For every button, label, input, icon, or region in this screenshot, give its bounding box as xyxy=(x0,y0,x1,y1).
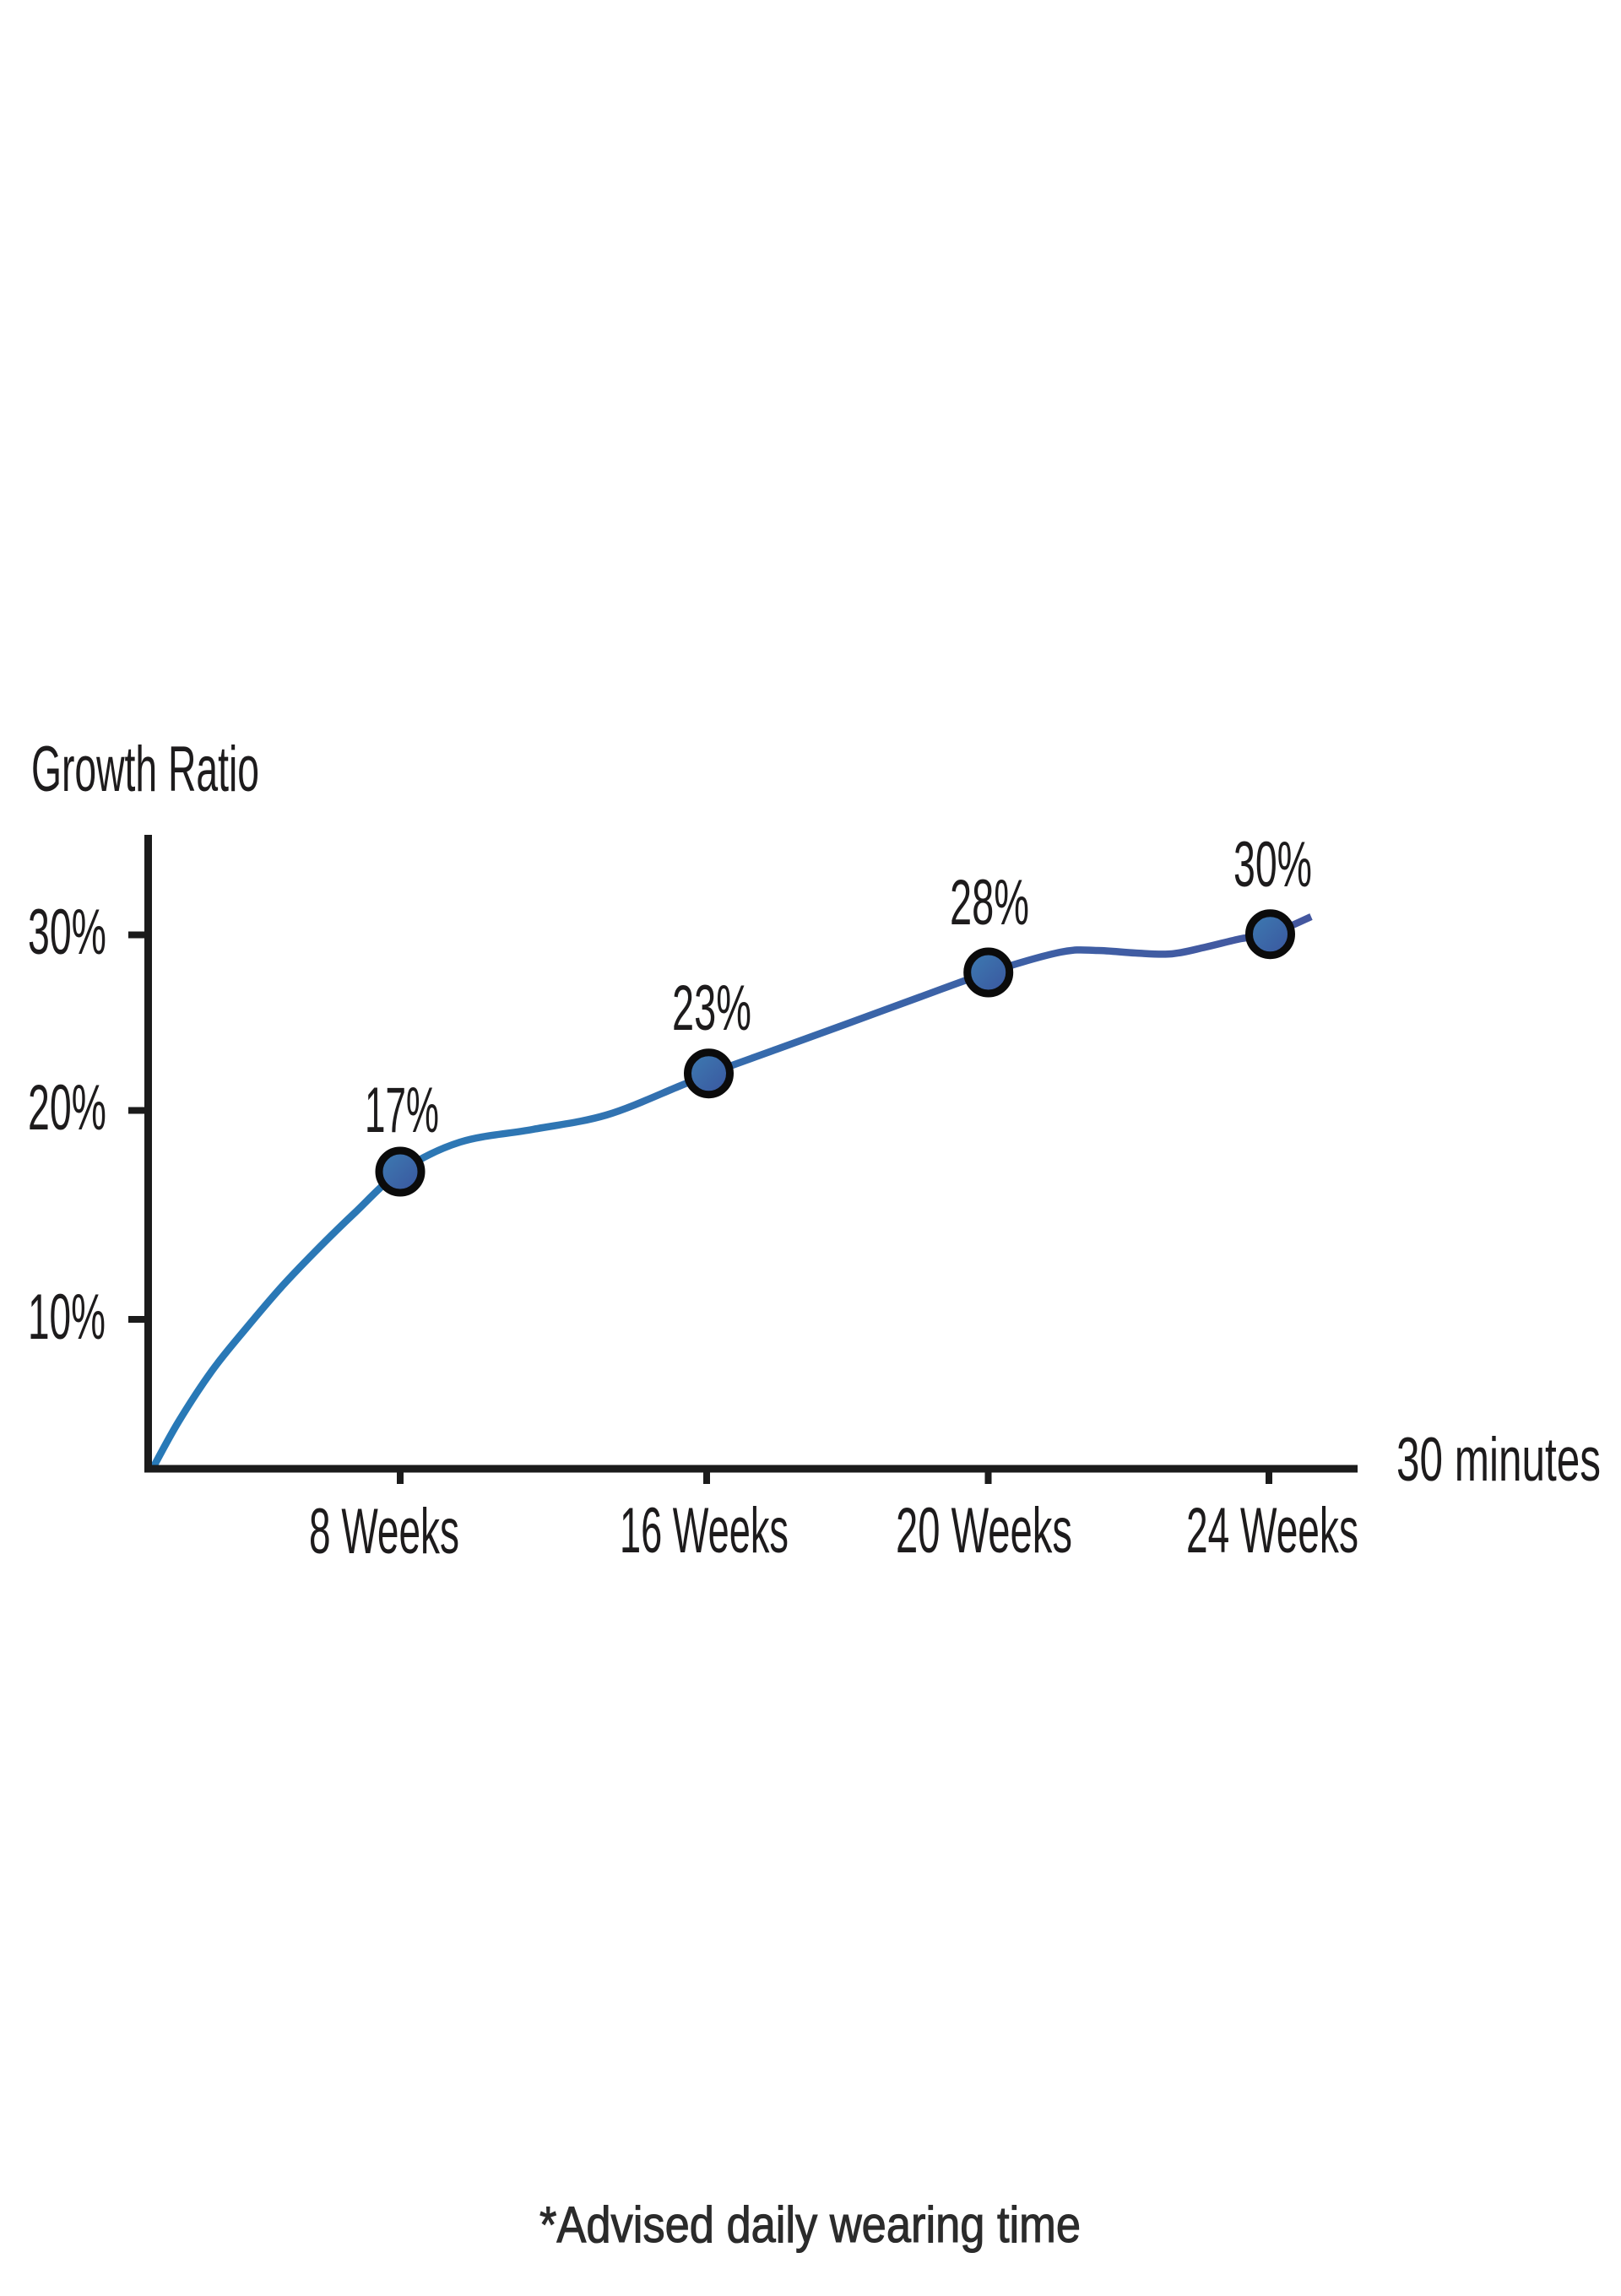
svg-text:28%: 28% xyxy=(950,867,1029,939)
svg-text:30%: 30% xyxy=(28,896,106,968)
svg-text:30 minutes: 30 minutes xyxy=(1396,1426,1601,1494)
svg-text:20%: 20% xyxy=(28,1072,106,1144)
svg-text:8 Weeks: 8 Weeks xyxy=(309,1496,459,1568)
svg-text:10%: 10% xyxy=(28,1281,106,1353)
svg-text:Growth Ratio: Growth Ratio xyxy=(31,734,259,805)
svg-text:24 Weeks: 24 Weeks xyxy=(1186,1495,1358,1567)
svg-text:23%: 23% xyxy=(672,972,751,1044)
svg-text:*Advised daily wearing time: *Advised daily wearing time xyxy=(539,2196,1081,2253)
svg-text:17%: 17% xyxy=(365,1075,439,1146)
svg-text:16 Weeks: 16 Weeks xyxy=(620,1495,789,1567)
svg-text:20 Weeks: 20 Weeks xyxy=(896,1495,1072,1567)
svg-text:30%: 30% xyxy=(1233,829,1312,901)
